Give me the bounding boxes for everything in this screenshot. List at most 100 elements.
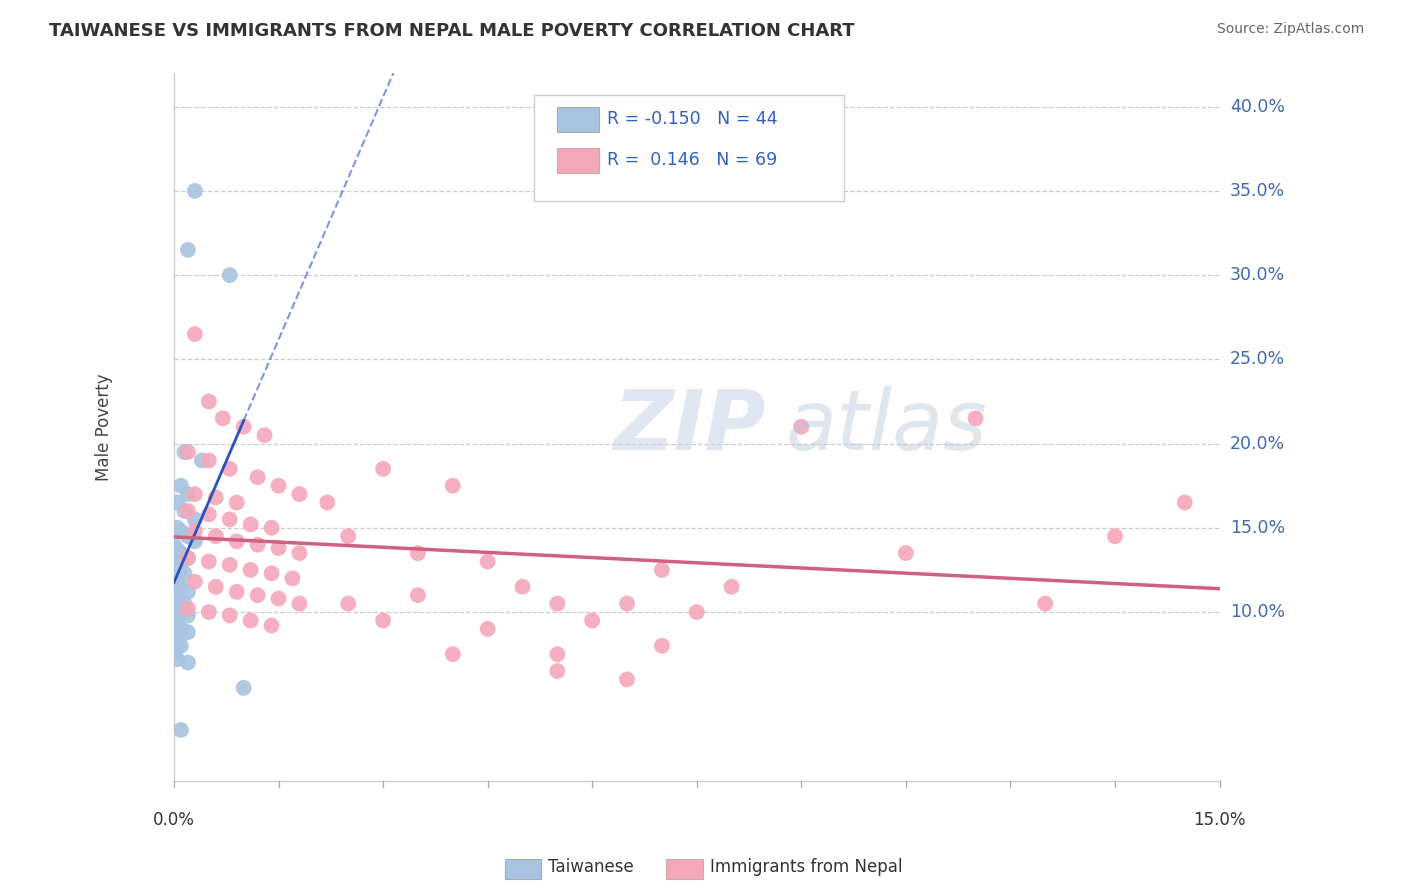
- Point: [170, 524, 193, 539]
- Point: [163, 588, 186, 602]
- Point: [170, 563, 193, 577]
- Point: [170, 622, 193, 636]
- Point: [337, 529, 360, 543]
- Point: [406, 546, 429, 560]
- Point: [546, 647, 568, 661]
- Point: [177, 504, 200, 518]
- Text: Immigrants from Nepal: Immigrants from Nepal: [710, 858, 903, 876]
- Point: [204, 580, 226, 594]
- Point: [173, 566, 195, 581]
- Point: [441, 647, 464, 661]
- Point: [191, 453, 214, 467]
- Point: [246, 470, 269, 484]
- Point: [260, 521, 283, 535]
- Point: [218, 268, 240, 282]
- Point: [371, 614, 394, 628]
- Point: [177, 445, 200, 459]
- Point: [477, 622, 499, 636]
- Point: [166, 635, 188, 649]
- Text: 0.0%: 0.0%: [153, 811, 195, 829]
- Point: [166, 618, 188, 632]
- Point: [1174, 495, 1197, 509]
- Point: [267, 541, 290, 555]
- Point: [198, 554, 221, 568]
- Point: [163, 614, 186, 628]
- Point: [204, 491, 226, 505]
- Text: atlas: atlas: [786, 386, 987, 467]
- Point: [288, 597, 311, 611]
- Point: [686, 605, 709, 619]
- Point: [163, 571, 186, 585]
- Point: [316, 495, 339, 509]
- Point: [166, 559, 188, 574]
- Point: [177, 625, 200, 640]
- Point: [166, 591, 188, 606]
- Point: [184, 184, 207, 198]
- Point: [246, 538, 269, 552]
- Point: [281, 571, 304, 585]
- Point: [184, 534, 207, 549]
- Point: [170, 639, 193, 653]
- Point: [218, 462, 240, 476]
- Point: [616, 673, 638, 687]
- Point: [198, 394, 221, 409]
- Point: [406, 588, 429, 602]
- Point: [177, 656, 200, 670]
- Point: [166, 495, 188, 509]
- Point: [288, 487, 311, 501]
- Point: [581, 614, 603, 628]
- Point: [651, 639, 673, 653]
- Text: 15.0%: 15.0%: [1230, 519, 1285, 537]
- Point: [477, 554, 499, 568]
- Point: [177, 551, 200, 566]
- Text: 20.0%: 20.0%: [1230, 434, 1285, 452]
- Text: R =  0.146   N = 69: R = 0.146 N = 69: [607, 151, 778, 169]
- Point: [184, 574, 207, 589]
- Point: [546, 597, 568, 611]
- Point: [170, 605, 193, 619]
- Point: [177, 551, 200, 566]
- Point: [198, 605, 221, 619]
- Point: [177, 243, 200, 257]
- Point: [198, 508, 221, 522]
- Point: [177, 608, 200, 623]
- Point: [163, 599, 186, 614]
- Point: [239, 517, 262, 532]
- Point: [173, 445, 195, 459]
- Point: [163, 554, 186, 568]
- Text: 15.0%: 15.0%: [1194, 811, 1246, 829]
- Text: 10.0%: 10.0%: [1230, 603, 1285, 621]
- Point: [894, 546, 917, 560]
- Point: [163, 630, 186, 644]
- Point: [170, 723, 193, 737]
- Point: [267, 479, 290, 493]
- Text: 30.0%: 30.0%: [1230, 266, 1285, 285]
- Point: [163, 538, 186, 552]
- Text: Male Poverty: Male Poverty: [96, 373, 114, 481]
- Point: [253, 428, 276, 442]
- Text: Source: ZipAtlas.com: Source: ZipAtlas.com: [1216, 22, 1364, 37]
- Point: [225, 584, 247, 599]
- Point: [225, 495, 247, 509]
- Point: [441, 479, 464, 493]
- Point: [163, 647, 186, 661]
- Point: [512, 580, 534, 594]
- Point: [177, 601, 200, 615]
- Text: R = -0.150   N = 44: R = -0.150 N = 44: [607, 110, 778, 128]
- Point: [166, 521, 188, 535]
- Point: [546, 664, 568, 678]
- Point: [177, 529, 200, 543]
- Point: [204, 529, 226, 543]
- Text: Taiwanese: Taiwanese: [548, 858, 634, 876]
- Text: 35.0%: 35.0%: [1230, 182, 1285, 200]
- Point: [177, 487, 200, 501]
- Point: [173, 504, 195, 518]
- Point: [184, 524, 207, 539]
- Point: [184, 512, 207, 526]
- Point: [239, 614, 262, 628]
- Point: [246, 588, 269, 602]
- Point: [173, 597, 195, 611]
- Point: [232, 419, 254, 434]
- Point: [166, 652, 188, 666]
- Point: [267, 591, 290, 606]
